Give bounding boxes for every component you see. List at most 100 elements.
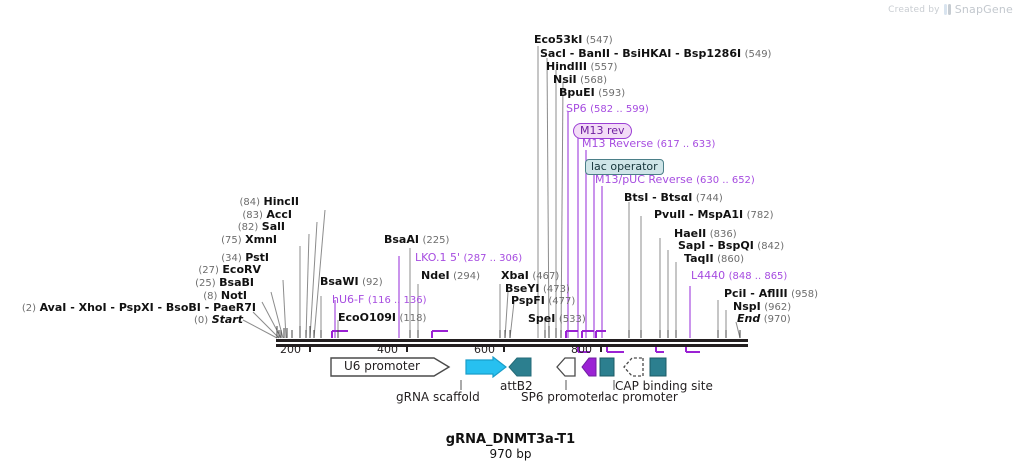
- enzyme-position: (27): [198, 265, 219, 276]
- enzyme-label-sapi-group[interactable]: SapI - BspQI (842): [678, 239, 785, 253]
- watermark-prefix: Created by: [888, 4, 940, 15]
- enzyme-label-end[interactable]: End (970): [737, 313, 791, 326]
- feature-grna-scaffold[interactable]: [465, 355, 507, 382]
- enzyme-label-noti[interactable]: (8) NotI: [0, 290, 247, 303]
- enzyme-label-spei[interactable]: SpeI (533): [528, 313, 586, 326]
- feature-label-attb2: attB2: [500, 379, 533, 393]
- feature-label-cap-binding-site: CAP binding site: [615, 379, 713, 393]
- enzyme-name: XhoI: [78, 301, 107, 314]
- primer-label-l4440[interactable]: L4440 (848 .. 865): [691, 270, 787, 283]
- page-title: gRNA_DNMT3a-T1: [445, 432, 576, 447]
- enzyme-name: BtsαI: [660, 191, 693, 204]
- u6-promoter-arrow-icon: [330, 357, 451, 377]
- ruler-tick-800: [600, 344, 602, 352]
- ruler-tick-600: [503, 344, 505, 352]
- enzyme-position: (225): [422, 235, 450, 246]
- primer-position: (116 .. 136): [367, 295, 427, 306]
- feature-sp6-promoter[interactable]: [556, 356, 576, 382]
- sequence-backbone[interactable]: [276, 339, 748, 347]
- enzyme-label-bsaai[interactable]: BsaAI (225): [384, 234, 449, 247]
- primer-label-m13-reverse[interactable]: M13 Reverse (617 .. 633): [582, 138, 715, 151]
- enzyme-label-ecorv[interactable]: (27) EcoRV: [0, 264, 261, 277]
- primer-name: hU6-F: [332, 293, 365, 306]
- terminus-position: (0): [194, 315, 209, 326]
- enzyme-name: HincII: [263, 195, 299, 208]
- enzyme-label-hindiii[interactable]: HindIII (557): [546, 61, 617, 74]
- attb2-arrow-icon: [508, 357, 532, 377]
- primer-position: (582 .. 599): [590, 104, 649, 115]
- enzyme-label-bsawi[interactable]: BsaWI (92): [320, 276, 383, 289]
- ruler-tick-200: [309, 344, 311, 352]
- feature-label-sp6-promoter: SP6 promoter: [521, 390, 603, 404]
- enzyme-name: AccI: [266, 208, 292, 221]
- enzyme-position: (593): [598, 88, 626, 99]
- enzyme-position: (962): [764, 302, 792, 313]
- enzyme-position: (842): [757, 241, 785, 252]
- primer-label-sp6[interactable]: SP6 (582 .. 599): [566, 103, 649, 116]
- enzyme-label-ndei[interactable]: NdeI (294): [421, 270, 480, 283]
- enzyme-label-pspfi[interactable]: PspFI (477): [511, 295, 575, 308]
- primer-label-hu6-f[interactable]: hU6-F (116 .. 136): [332, 294, 427, 307]
- feature-pill-label: lac operator: [585, 159, 664, 175]
- terminus-position: (970): [763, 314, 791, 325]
- snapgene-logo-icon: [943, 4, 951, 15]
- enzyme-label-eco53ki[interactable]: Eco53kI (547): [534, 34, 613, 47]
- enzyme-name: NsiI: [553, 73, 577, 86]
- primer-label-lko1-5prime[interactable]: LKO.1 5' (287 .. 306): [415, 252, 522, 265]
- ruler-tick-400: [406, 344, 408, 352]
- enzyme-name: NdeI: [421, 269, 450, 282]
- enzyme-label-bpuei[interactable]: BpuEI (593): [559, 87, 625, 100]
- enzyme-name: PaeR7I: [213, 301, 256, 314]
- feature-pill-lac-operator[interactable]: lac operator: [585, 155, 664, 175]
- enzyme-label-xbai[interactable]: XbaI (467): [501, 270, 559, 283]
- enzyme-label-ava-group[interactable]: (2) AvaI - XhoI - PspXI - BsoBI - PaeR7I: [21, 301, 256, 315]
- enzyme-label-taqii[interactable]: TaqII (860): [684, 253, 744, 266]
- enzyme-label-xmni[interactable]: (75) XmnI: [0, 234, 277, 247]
- feature-lac-promoter[interactable]: [623, 356, 644, 382]
- enzyme-position: (473): [542, 284, 570, 295]
- enzyme-name: EcoO109I: [338, 311, 396, 324]
- enzyme-label-pcii-group[interactable]: PciI - AflIII (958): [724, 287, 819, 301]
- enzyme-label-pvuii-group[interactable]: PvuII - MspA1I (782): [654, 208, 774, 222]
- enzyme-label-ecoo109i[interactable]: EcoO109I (118): [338, 312, 426, 325]
- primer-pill-m13-rev[interactable]: M13 rev: [573, 119, 632, 139]
- enzyme-position: (533): [558, 314, 586, 325]
- backbone-gap: [276, 342, 748, 344]
- enzyme-name: XbaI: [501, 269, 529, 282]
- feature-lac-operator-box[interactable]: [599, 357, 615, 381]
- enzyme-label-btsi-group[interactable]: BtsI - BtsαI (744): [624, 191, 723, 205]
- enzyme-label-saci-group[interactable]: SacI - BanII - BsiHKAI - Bsp1286I (549): [540, 47, 772, 61]
- enzyme-label-acci[interactable]: (83) AccI: [0, 209, 292, 222]
- feature-label-u6-promoter: U6 promoter: [344, 359, 420, 373]
- feature-purple-arrow[interactable]: [581, 356, 597, 382]
- enzyme-label-hincii[interactable]: (84) HincII: [0, 196, 299, 209]
- enzyme-label-nsii[interactable]: NsiI (568): [553, 74, 607, 87]
- primer-position: (287 .. 306): [463, 253, 523, 264]
- feature-u6-promoter[interactable]: U6 promoter: [330, 356, 452, 382]
- feature-attb2[interactable]: [508, 356, 532, 382]
- sequence-title-block: gRNA_DNMT3a-T1 970 bp: [0, 432, 1021, 461]
- terminus-name: Start: [211, 313, 243, 326]
- enzyme-label-sali[interactable]: (82) SalI: [0, 221, 285, 234]
- primer-label-m13-puc-reverse[interactable]: M13/pUC Reverse (630 .. 652): [595, 174, 755, 187]
- enzyme-position: (547): [585, 35, 613, 46]
- feature-cap-binding-site[interactable]: [649, 357, 667, 381]
- enzyme-position: (84): [239, 197, 260, 208]
- enzyme-label-bsabi[interactable]: (25) BsaBI: [0, 277, 254, 290]
- enzyme-name: NspI: [733, 300, 761, 313]
- enzyme-label-nspi[interactable]: NspI (962): [733, 301, 791, 314]
- primer-name: LKO.1 5': [415, 251, 460, 264]
- enzyme-label-bseyi[interactable]: BseYI (473): [505, 283, 570, 296]
- enzyme-name: BtsI: [624, 191, 649, 204]
- enzyme-label-start[interactable]: (0) Start: [0, 314, 243, 327]
- purple-arrow-icon: [581, 357, 597, 377]
- enzyme-position: (557): [590, 62, 618, 73]
- backbone-strand-bottom: [276, 344, 748, 347]
- enzyme-name: MspA1I: [697, 208, 744, 221]
- grna-scaffold-arrow-icon: [465, 355, 507, 379]
- enzyme-position: (118): [399, 313, 427, 324]
- enzyme-name: XmnI: [245, 233, 277, 246]
- enzyme-label-haeii[interactable]: HaeII (836): [674, 228, 737, 241]
- enzyme-label-psti[interactable]: (34) PstI: [0, 252, 269, 265]
